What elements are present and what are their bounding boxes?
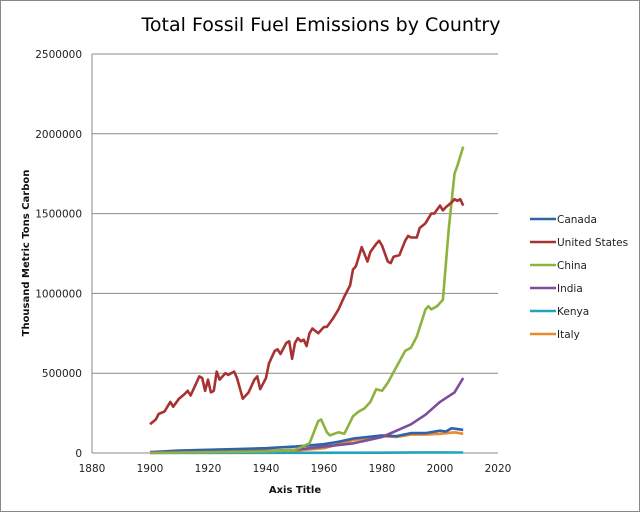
y-axis-label: Thousand Metric Tons Carbon	[21, 170, 32, 337]
legend-label: Italy	[557, 329, 580, 341]
legend-item: Canada	[530, 214, 597, 226]
x-tick-label: 1980	[369, 463, 396, 475]
legend-label: Kenya	[557, 306, 589, 318]
x-tick-label: 1920	[195, 463, 222, 475]
x-tick-label: 1900	[137, 463, 164, 475]
x-tick-label: 2000	[427, 463, 454, 475]
x-tick-label: 1940	[253, 463, 280, 475]
y-tick-label: 1000000	[35, 288, 82, 300]
chart-title: Total Fossil Fuel Emissions by Country	[141, 14, 501, 36]
legend-item: Italy	[530, 329, 580, 341]
legend-label: United States	[557, 237, 628, 249]
x-tick-label: 1880	[79, 463, 106, 475]
legend-label: Canada	[557, 214, 597, 226]
x-tick-label: 1960	[311, 463, 338, 475]
legend-label: China	[557, 260, 587, 272]
legend-label: India	[557, 283, 583, 295]
y-tick-label: 1500000	[35, 209, 82, 221]
series-line-canada	[149, 427, 464, 454]
x-axis-label: Axis Title	[269, 485, 322, 496]
series-line-china	[149, 146, 465, 455]
y-tick-label: 0	[75, 448, 82, 460]
legend-item: Kenya	[530, 306, 589, 318]
y-tick-label: 500000	[42, 368, 82, 380]
y-tick-label: 2000000	[35, 129, 82, 141]
y-tick-label: 2500000	[35, 49, 82, 61]
legend-item: United States	[530, 237, 628, 249]
legend-item: China	[530, 260, 587, 272]
x-tick-label: 2020	[485, 463, 512, 475]
series-line-india	[149, 377, 465, 454]
legend-item: India	[530, 283, 583, 295]
series-line-united-states	[149, 197, 465, 426]
